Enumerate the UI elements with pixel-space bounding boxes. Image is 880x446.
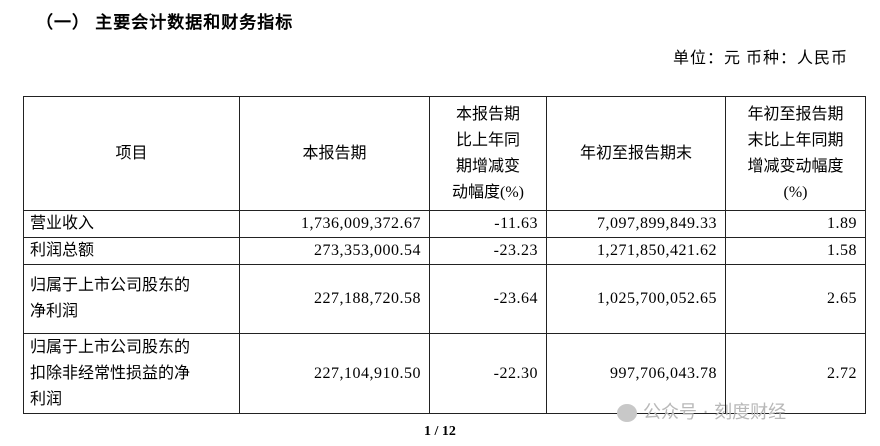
header-text: 比上年同: [455, 131, 520, 149]
column-header: 年初至报告期 末比上年同期 增减变动幅度 (%): [725, 96, 866, 211]
cell-ytd: 997,706,043.78: [546, 333, 726, 414]
cell-ytd: 1,025,700,052.65: [546, 264, 726, 334]
row-label: 归属于上市公司股东的 扣除非经常性损益的净 利润: [23, 333, 240, 414]
cell-ytd-change: 1.58: [725, 237, 866, 265]
table-row: 归属于上市公司股东的 净利润 227,188,720.58 -23.64 1,025,7…: [23, 264, 866, 334]
cell-current: 227,188,720.58: [239, 264, 430, 334]
header-text: 年初至报告期末: [579, 144, 692, 162]
column-header: 本报告期: [239, 96, 430, 211]
page-number: 1 / 12: [424, 424, 456, 439]
cell-ytd-change: 2.65: [725, 264, 866, 334]
header-row: 项目 本报告期 本报告期 比上年同 期增减变 动幅度(%) 年初至报告期末 年初至报告期 末比上…: [23, 96, 866, 211]
header-text: 本报告期: [302, 144, 367, 162]
row-label: 营业收入: [23, 210, 240, 238]
header-text: 动幅度(%): [452, 183, 524, 201]
cell-ytd: 1,271,850,421.62: [546, 237, 726, 265]
watermark: 公众号 · 刻度财经: [617, 398, 786, 424]
column-header: 项目: [23, 96, 240, 211]
table-row: 归属于上市公司股东的 扣除非经常性损益的净 利润 227,104,910.50 -22.…: [23, 333, 866, 414]
row-label-text: 归属于上市公司股东的: [30, 277, 191, 294]
cell-current-change: -23.64: [429, 264, 547, 334]
row-label-text: 利润: [30, 390, 63, 408]
cell-current: 227,104,910.50: [239, 333, 430, 414]
column-header: 本报告期比上年同期增减变动幅度(%): [429, 96, 547, 211]
header-text: 本报告期: [455, 105, 520, 123]
watermark-text: 公众号 · 刻度财经: [643, 402, 787, 423]
row-label-text: 归属于上市公司股东的: [30, 338, 191, 356]
row-label: 利润总额: [23, 237, 240, 265]
header-text: 期增减变: [455, 157, 520, 175]
cell-ytd: 7,097,899,849.33: [546, 210, 726, 238]
cell-ytd-change: 1.89: [725, 210, 866, 238]
wechat-icon: [617, 404, 637, 422]
financial-data-table: 项目 本报告期 本报告期 比上年同 期增减变 动幅度(%) 年初至报告期末 年初至报告期 末比上…: [23, 96, 866, 414]
cell-current-change: -11.63: [429, 210, 547, 238]
header-text: 末比上年同期: [747, 131, 844, 149]
header-text: 项目: [115, 144, 148, 162]
column-header: 年初至报告期末: [546, 96, 726, 211]
header-text: (%): [783, 183, 808, 201]
table-row: 营业收入 1,736,009,372.67 -11.63 7,097,899,849.…: [23, 210, 866, 238]
row-label: 归属于上市公司股东的 净利润: [23, 264, 240, 334]
row-label-text: 营业收入: [30, 215, 95, 232]
header-text: 年初至报告期: [747, 105, 844, 123]
row-label-text: 扣除非经常性损益的净: [30, 364, 191, 382]
header-text: 增减变动幅度: [747, 157, 844, 175]
section-title: （一） 主要会计数据和财务指标: [36, 13, 294, 32]
cell-ytd-change: 2.72: [725, 333, 866, 414]
cell-current-change: -22.30: [429, 333, 547, 414]
row-label-text: 利润总额: [30, 242, 95, 259]
table-row: 利润总额 273,353,000.54 -23.23 1,271,850,421.62…: [23, 237, 866, 265]
unit-label: 单位：元 币种：人民币: [672, 50, 848, 67]
row-label-text: 净利润: [30, 303, 79, 320]
cell-current-change: -23.23: [429, 237, 547, 265]
cell-current: 1,736,009,372.67: [239, 210, 430, 238]
cell-current: 273,353,000.54: [239, 237, 430, 265]
